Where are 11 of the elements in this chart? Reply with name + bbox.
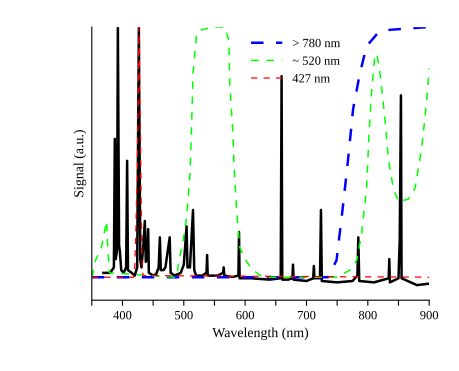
y-axis-title: Signal (a.u.) — [74, 130, 86, 197]
legend-label: ~ 520 nm — [292, 56, 340, 65]
x-tick-label: 500 — [175, 310, 193, 320]
legend-label: 427 nm — [292, 74, 330, 82]
x-tick-label: 700 — [298, 310, 316, 320]
x-tick-label: 600 — [236, 310, 254, 320]
x-tick-label: 900 — [420, 310, 438, 320]
x-tick-label: 800 — [358, 310, 377, 320]
x-axis-title: Wavelength (nm) — [212, 327, 308, 340]
legend-label: > 780 nm — [292, 38, 340, 48]
x-tick-label: 400 — [113, 310, 132, 320]
